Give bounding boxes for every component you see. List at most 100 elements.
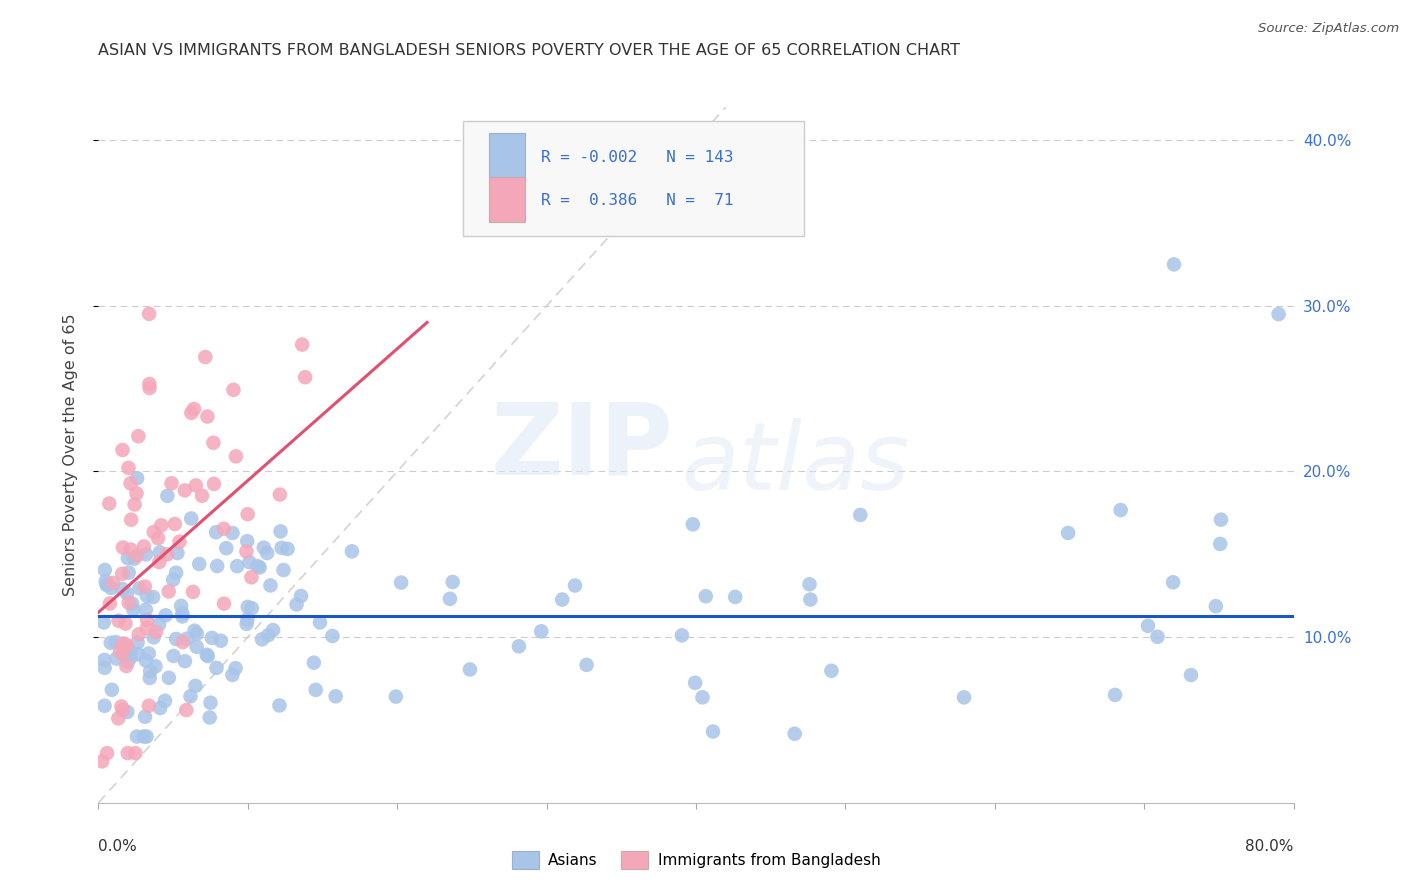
Point [340, 544, 363, 558]
Point [246, 559, 269, 574]
Point [240, 570, 263, 584]
Point [162, 648, 184, 663]
Point [197, 649, 219, 664]
Point [135, 602, 157, 616]
Point [181, 585, 204, 599]
Point [188, 557, 211, 571]
Point [953, 690, 976, 705]
Point [194, 350, 217, 364]
Point [291, 337, 314, 351]
Point [184, 679, 207, 693]
Point [1161, 575, 1184, 590]
Point [117, 460, 139, 475]
Point [105, 651, 128, 665]
Point [138, 307, 160, 321]
Point [309, 615, 332, 630]
Point [257, 628, 280, 642]
Text: 80.0%: 80.0% [1246, 839, 1294, 855]
Point [162, 573, 184, 587]
Point [179, 690, 201, 704]
Point [94, 574, 117, 589]
FancyBboxPatch shape [489, 133, 524, 178]
Point [149, 701, 172, 715]
Point [683, 675, 706, 690]
Point [127, 471, 149, 485]
Point [136, 613, 159, 627]
Point [172, 606, 194, 620]
Point [112, 636, 135, 650]
Point [142, 524, 165, 539]
Point [118, 596, 141, 610]
Point [256, 546, 278, 560]
Point [135, 730, 157, 744]
Legend: Asians, Immigrants from Bangladesh: Asians, Immigrants from Bangladesh [506, 846, 886, 875]
Point [439, 591, 461, 606]
Point [221, 668, 243, 682]
FancyBboxPatch shape [489, 177, 524, 222]
Point [114, 639, 136, 653]
Point [225, 450, 247, 464]
Point [135, 589, 157, 603]
Point [321, 629, 343, 643]
Point [226, 559, 249, 574]
Point [138, 376, 160, 391]
Point [1180, 668, 1202, 682]
Point [702, 724, 724, 739]
Point [148, 555, 170, 569]
Point [285, 598, 308, 612]
Point [176, 632, 198, 646]
Point [184, 478, 207, 492]
Point [142, 590, 165, 604]
Point [108, 644, 131, 658]
Point [551, 592, 574, 607]
Point [302, 656, 325, 670]
Point [156, 489, 179, 503]
Point [1136, 619, 1159, 633]
Point [205, 559, 228, 574]
Point [153, 694, 176, 708]
Point [121, 597, 143, 611]
Point [111, 541, 134, 555]
Point [172, 635, 194, 649]
Point [269, 487, 291, 501]
Point [325, 690, 347, 704]
Point [1104, 688, 1126, 702]
Point [173, 483, 195, 498]
Point [1209, 537, 1232, 551]
Point [145, 659, 167, 673]
Point [127, 429, 149, 443]
Point [125, 486, 148, 500]
Point [170, 599, 193, 613]
Point [125, 549, 148, 563]
Point [270, 541, 292, 555]
FancyBboxPatch shape [463, 121, 804, 235]
Text: atlas: atlas [681, 417, 910, 508]
Point [135, 547, 157, 561]
Point [530, 624, 553, 639]
Point [1057, 525, 1080, 540]
Point [134, 580, 156, 594]
Point [117, 551, 139, 566]
Point [111, 647, 134, 661]
Point [132, 730, 155, 744]
Point [225, 661, 247, 675]
Point [166, 546, 188, 560]
Point [191, 489, 214, 503]
Point [385, 690, 408, 704]
Point [564, 578, 586, 592]
Point [165, 566, 187, 580]
Point [290, 589, 312, 603]
Point [94, 563, 117, 577]
Point [205, 661, 228, 675]
Point [270, 524, 292, 539]
Text: Source: ZipAtlas.com: Source: ZipAtlas.com [1258, 22, 1399, 36]
Point [115, 659, 138, 673]
Point [163, 516, 186, 531]
Point [93, 615, 115, 630]
Point [107, 711, 129, 725]
Point [138, 381, 160, 395]
Point [235, 616, 257, 631]
Point [508, 640, 530, 654]
Point [458, 663, 481, 677]
Point [93, 661, 115, 675]
